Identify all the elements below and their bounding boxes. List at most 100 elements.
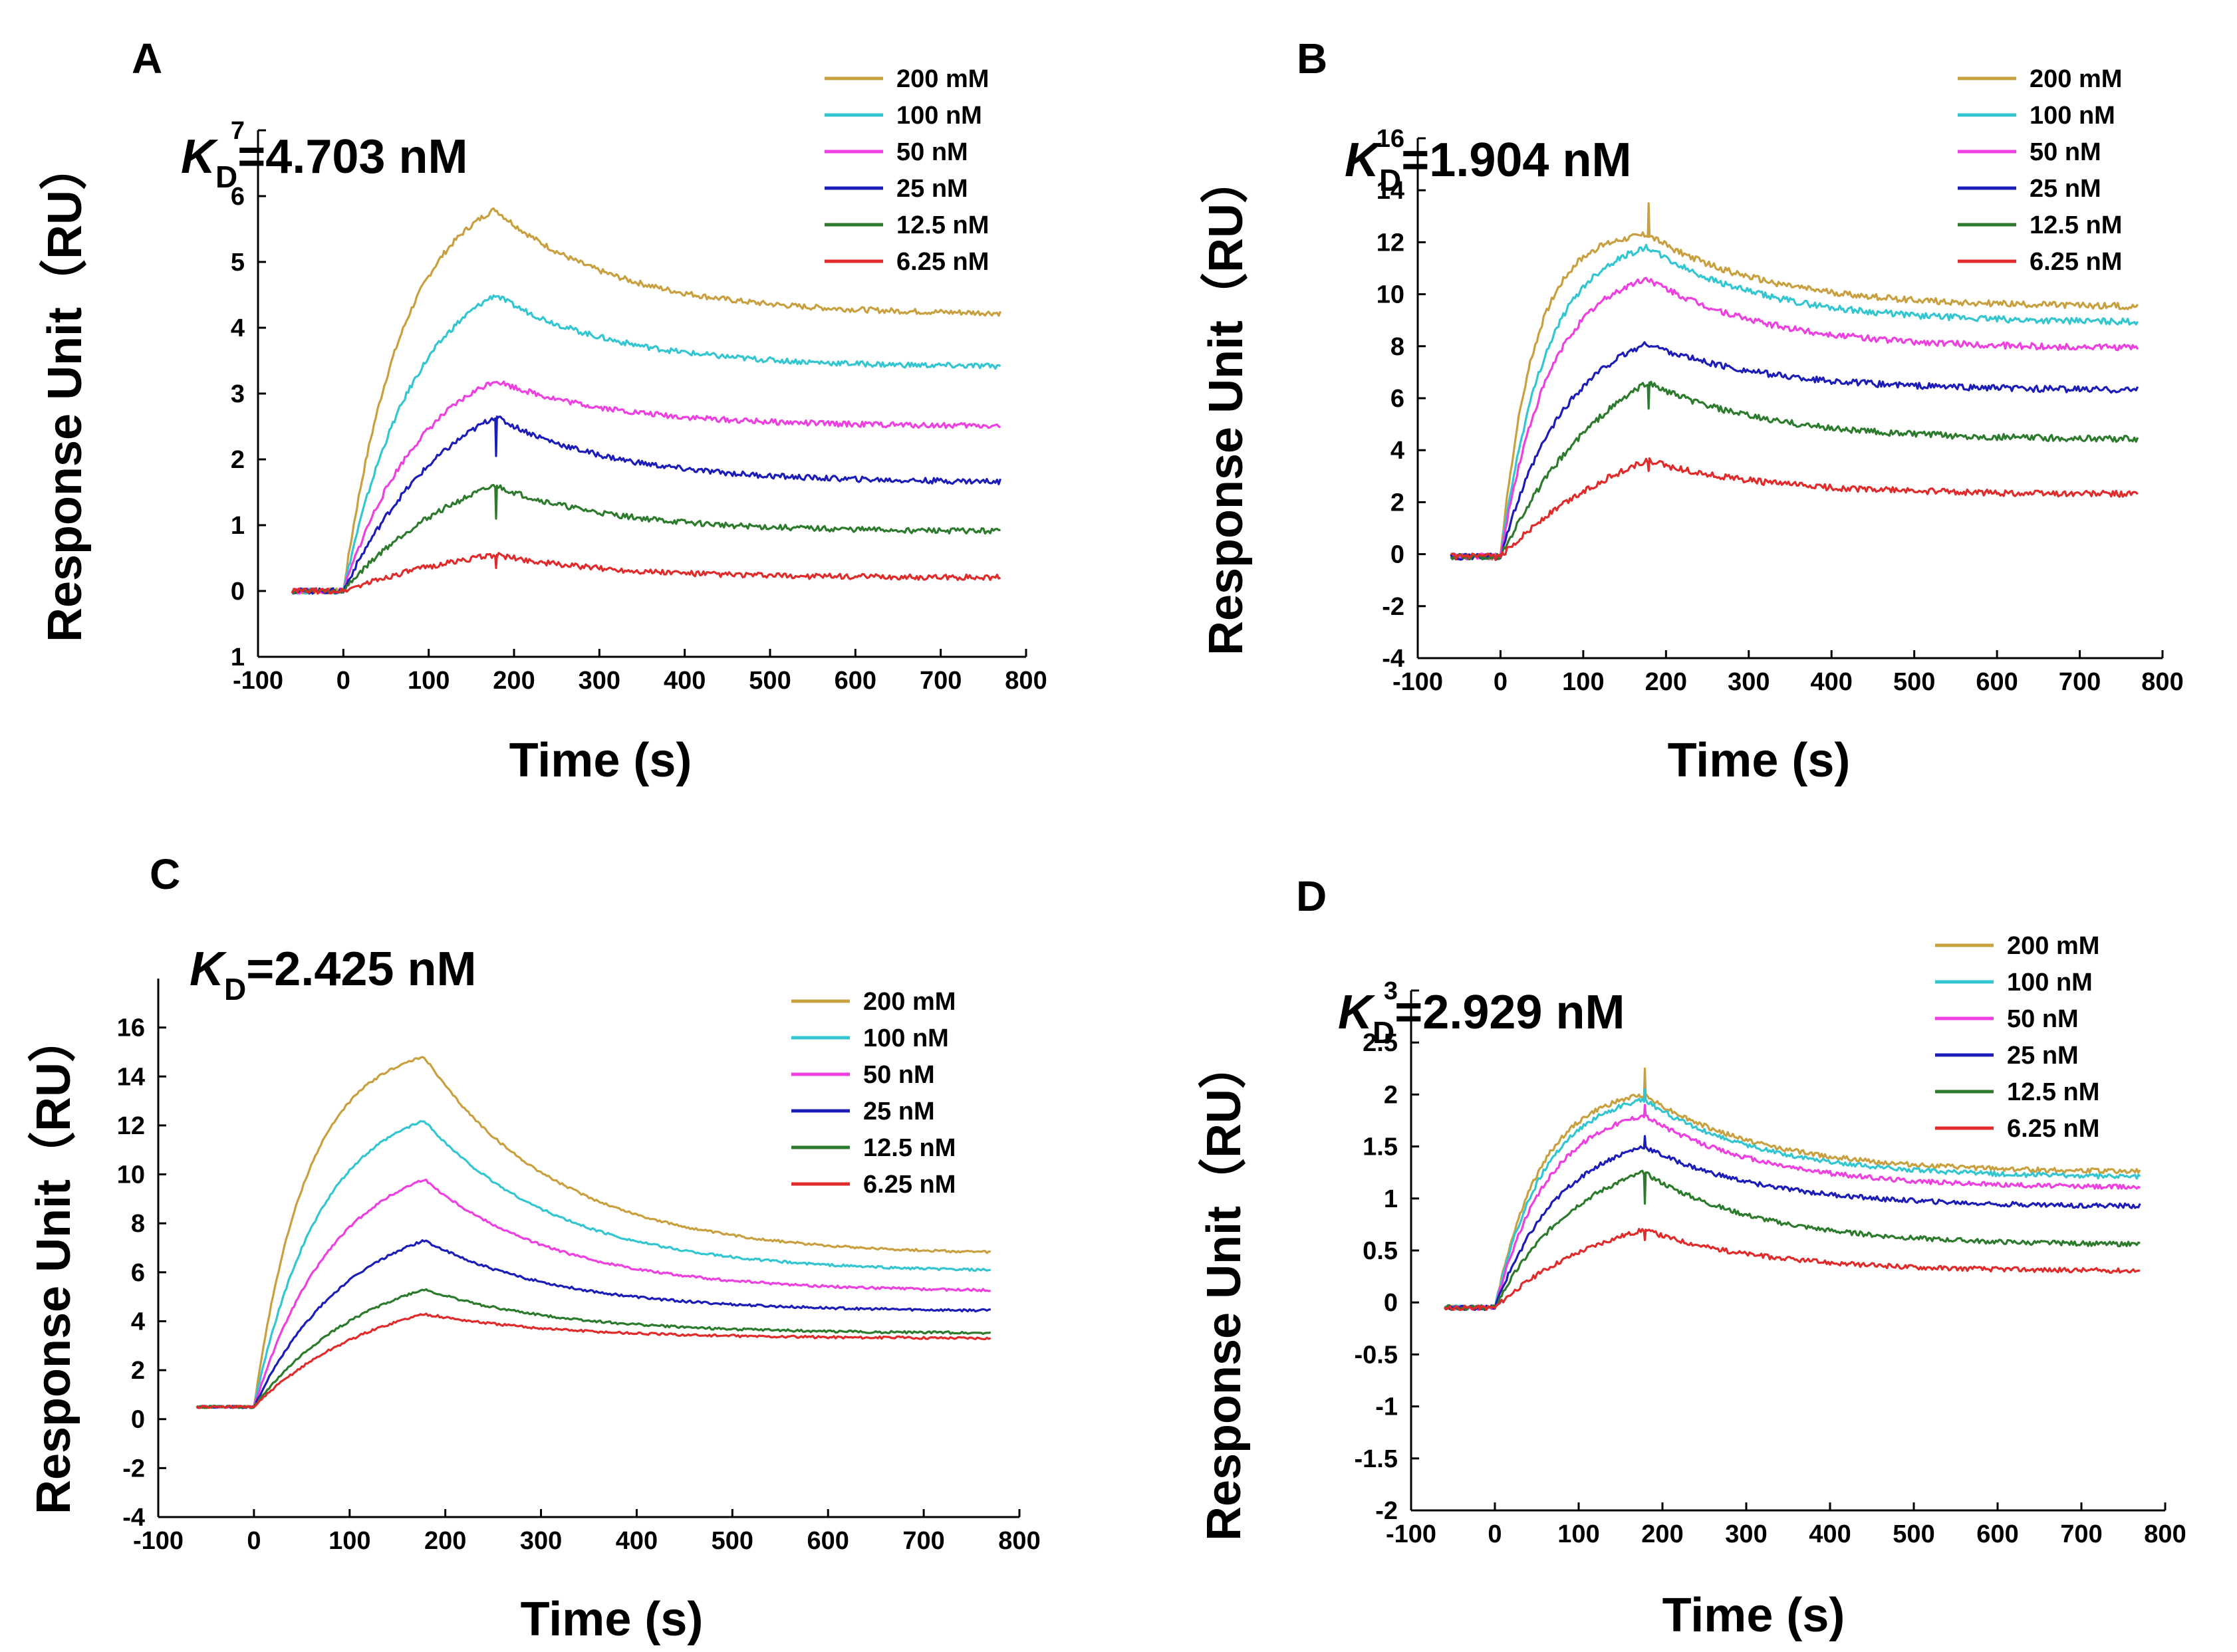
y-tick-label-d: -1.5 xyxy=(1355,1445,1398,1473)
panel-letter-c: C xyxy=(150,850,180,898)
series-line-a-3 xyxy=(291,380,1001,595)
legend-label-b-3: 50 nM xyxy=(2030,138,2101,166)
y-tick-label-a: 4 xyxy=(231,314,245,342)
x-tick-label-a: 500 xyxy=(749,667,791,695)
y-tick-label-c: 14 xyxy=(117,1063,145,1091)
legend-label-c-4: 25 nM xyxy=(863,1098,935,1125)
series-line-c-1 xyxy=(196,1056,991,1409)
legend-label-b-1: 200 mM xyxy=(2030,65,2122,93)
legend-d: 200 mM 100 nM 50 nM 25 nM 12.5 nM 6.25 nM xyxy=(1935,932,2099,1143)
panel-a: A KD=4.703 nM -100 0 100 200 300 400 500 600 700… xyxy=(0,0,1118,826)
x-tick-label-c: 300 xyxy=(520,1527,562,1555)
y-tick-label-d: 3 xyxy=(1384,977,1398,1005)
y-tick-label-a: 1 xyxy=(231,644,245,671)
x-tick-label-a: 800 xyxy=(1005,667,1047,695)
x-tick-label-a: 600 xyxy=(835,667,876,695)
legend-label-a-3: 50 nM xyxy=(896,138,968,166)
y-tick-label-b: 8 xyxy=(1390,333,1404,361)
x-tick-label-d: 600 xyxy=(1976,1520,2018,1548)
legend-label-c-1: 200 mM xyxy=(863,988,956,1016)
y-tick-label-b: -2 xyxy=(1382,593,1404,621)
plot-area-d: -100 0 100 200 300 400 500 600 700 800 -2 -1.5 -1 -0.… xyxy=(1355,977,2186,1548)
y-tick-label-d: -1 xyxy=(1375,1393,1398,1421)
panel-c: C KD=2.425 nM -100 0 100 200 300 400 500 600 700… xyxy=(0,826,1118,1651)
panel-letter-d: D xyxy=(1296,872,1327,920)
y-tick-label-a: 7 xyxy=(231,117,245,145)
legend-label-c-3: 50 nM xyxy=(863,1061,935,1089)
x-tick-label-b: 700 xyxy=(2059,668,2101,696)
y-tick-label-d: 2 xyxy=(1384,1081,1398,1109)
chart-c: C KD=2.425 nM -100 0 100 200 300 400 500 600 700… xyxy=(27,850,1041,1646)
y-tick-label-c: 10 xyxy=(117,1161,145,1189)
x-tick-label-c: -100 xyxy=(133,1527,184,1555)
x-axis-title-d: Time (s) xyxy=(1662,1589,1845,1642)
series-line-c-5 xyxy=(196,1288,991,1409)
legend-label-a-5: 12.5 nM xyxy=(896,211,989,239)
y-tick-label-a: 0 xyxy=(231,578,245,606)
x-tick-label-d: 800 xyxy=(2144,1520,2186,1548)
x-axis-title-c: Time (s) xyxy=(521,1593,704,1646)
plot-area-c: -100 0 100 200 300 400 500 600 700 800 -4 -2 0 2 4 6 8 10… xyxy=(117,979,1041,1555)
legend-label-c-5: 12.5 nM xyxy=(863,1134,956,1162)
legend-label-a-1: 200 mM xyxy=(896,65,989,93)
y-axis-title-c: Response Unit（RU） xyxy=(27,1014,80,1514)
y-tick-label-d: -0.5 xyxy=(1355,1341,1398,1369)
chart-d: D KD=2.929 nM -100 0 100 200 300 400 500 600 700… xyxy=(1198,872,2186,1642)
kd-label-b: KD=1.904 nM xyxy=(1345,134,1631,197)
legend-c: 200 mM 100 nM 50 nM 25 nM 12.5 nM 6.25 nM xyxy=(791,988,956,1199)
legend-label-d-2: 100 nM xyxy=(2007,969,2093,997)
series-line-d-4 xyxy=(1444,1135,2141,1312)
series-line-d-6 xyxy=(1444,1227,2141,1312)
series-line-c-3 xyxy=(196,1178,991,1409)
y-tick-label-d: 2.5 xyxy=(1363,1029,1398,1057)
y-tick-label-c: -4 xyxy=(122,1504,145,1532)
panel-b: B KD=1.904 nM -100 0 100 200 300 400 500 600 700… xyxy=(1118,0,2237,826)
legend-label-d-4: 25 nM xyxy=(2007,1042,2079,1070)
y-tick-label-c: 2 xyxy=(131,1357,145,1385)
kd-label-c: KD=2.425 nM xyxy=(190,943,476,1006)
series-line-a-5 xyxy=(291,483,1001,595)
x-tick-label-a: 700 xyxy=(920,667,962,695)
y-tick-label-c: 8 xyxy=(131,1210,145,1238)
legend-b: 200 mM 100 nM 50 nM 25 nM 12.5 nM 6.25 nM xyxy=(1958,65,2122,276)
y-tick-label-d: 0.5 xyxy=(1363,1237,1398,1265)
legend-label-a-6: 6.25 nM xyxy=(896,248,989,276)
legend-label-d-1: 200 mM xyxy=(2007,932,2099,960)
y-tick-label-d: 1.5 xyxy=(1363,1133,1398,1161)
series-line-d-2 xyxy=(1444,1088,2141,1311)
legend-label-b-4: 25 nM xyxy=(2030,175,2101,203)
legend-label-b-5: 12.5 nM xyxy=(2030,211,2122,239)
series-line-b-4 xyxy=(1450,341,2139,561)
y-tick-label-b: 14 xyxy=(1377,177,1404,205)
chart-a: A KD=4.703 nM -100 0 100 200 300 400 500 600 700… xyxy=(39,35,1047,787)
series-line-d-5 xyxy=(1444,1169,2141,1312)
x-tick-label-b: 0 xyxy=(1494,668,1508,696)
x-tick-label-d: 500 xyxy=(1893,1520,1934,1548)
panel-letter-b: B xyxy=(1297,35,1327,82)
x-tick-label-c: 600 xyxy=(807,1527,849,1555)
series-line-a-1 xyxy=(291,207,1001,595)
legend-a: 200 mM 100 nM 50 nM 25 nM 12.5 nM 6.25 nM xyxy=(825,65,989,276)
y-tick-label-a: 6 xyxy=(231,183,245,211)
x-tick-label-d: -100 xyxy=(1386,1520,1436,1548)
x-tick-label-c: 700 xyxy=(902,1527,944,1555)
plot-area-b: -100 0 100 200 300 400 500 600 700 800 -4 -2 0 2 4 6 8 10… xyxy=(1377,125,2184,696)
x-tick-label-b: 600 xyxy=(1976,668,2018,696)
series-line-c-2 xyxy=(196,1120,991,1409)
legend-label-c-6: 6.25 nM xyxy=(863,1171,956,1199)
kd-label-d: KD=2.929 nM xyxy=(1338,986,1625,1050)
y-tick-label-c: 4 xyxy=(131,1308,145,1336)
series-line-d-3 xyxy=(1444,1104,2141,1311)
x-tick-label-a: 100 xyxy=(408,667,450,695)
x-tick-label-b: 800 xyxy=(2141,668,2183,696)
series-line-a-4 xyxy=(291,415,1002,595)
series-line-b-6 xyxy=(1450,457,2139,561)
y-axis-title-a: Response Unit（RU） xyxy=(39,142,92,642)
x-tick-label-d: 400 xyxy=(1809,1520,1851,1548)
x-tick-label-b: 100 xyxy=(1562,668,1604,696)
series-line-c-6 xyxy=(196,1312,991,1409)
y-tick-label-b: -4 xyxy=(1382,645,1404,673)
x-tick-label-d: 100 xyxy=(1557,1520,1599,1548)
series-line-b-3 xyxy=(1450,277,2139,561)
legend-label-d-6: 6.25 nM xyxy=(2007,1115,2099,1143)
